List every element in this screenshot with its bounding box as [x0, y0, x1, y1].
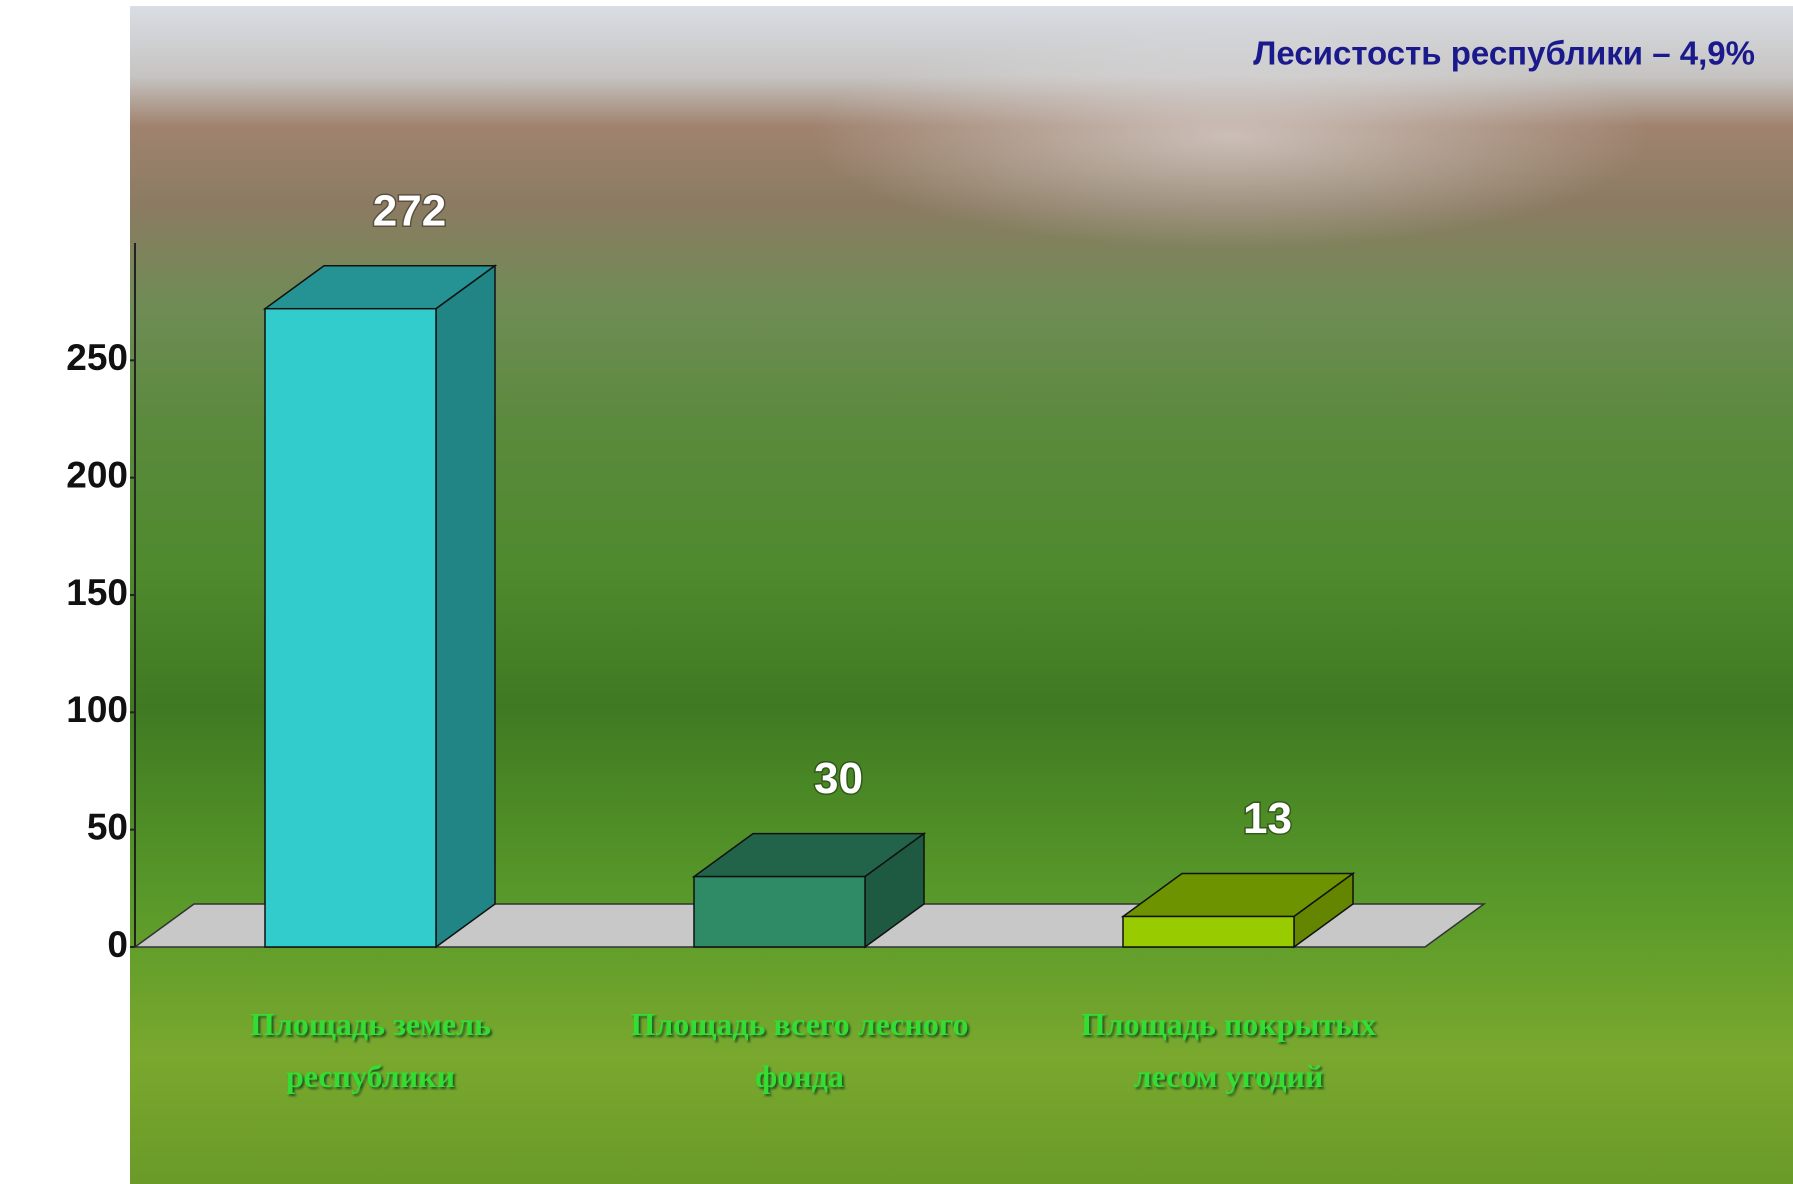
category-label: Площадь всего лесного фонда [620, 998, 980, 1102]
bar [694, 877, 865, 947]
bar-side [436, 266, 495, 947]
slide: Лесистость республики – 4,9% 0 50 100 150 20… [0, 0, 1793, 1184]
y-tick-label: 0 [107, 924, 128, 965]
bar [1123, 916, 1294, 947]
value-label: 13 [1243, 794, 1292, 843]
bar [265, 309, 436, 947]
category-label: Площадь земель республики [191, 998, 551, 1102]
category-label: Площадь покрытых лесом угодий [1049, 998, 1409, 1102]
y-tick-label: 150 [66, 572, 128, 613]
annotation: Лесистость республики – 4,9% [1253, 35, 1755, 72]
y-tick-label: 250 [66, 337, 128, 378]
value-label: 30 [814, 754, 863, 803]
y-tick-label: 200 [66, 454, 128, 495]
y-tick-label: 100 [66, 689, 128, 730]
y-tick-label: 50 [87, 806, 128, 847]
value-label: 272 [373, 186, 446, 235]
